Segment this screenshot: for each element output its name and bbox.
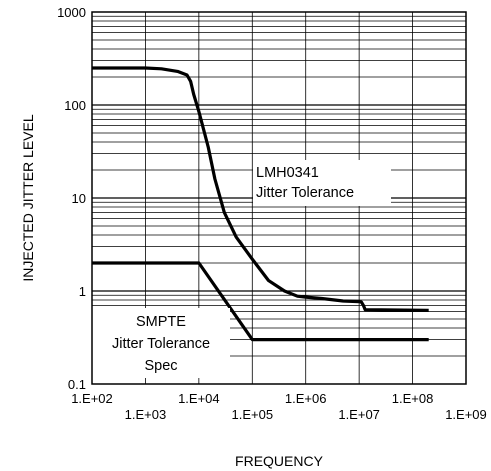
x-tick-labels: 1.E+02 1.E+03 1.E+04 1.E+05 1.E+06 1.E+07 1.E+… xyxy=(71,391,487,422)
y-tick-label: 10 xyxy=(72,191,86,206)
annotation-text: SMPTE xyxy=(136,314,186,330)
annotation-box xyxy=(92,308,230,378)
y-tick-labels: 0.1 1 10 100 1000 xyxy=(57,5,86,392)
annotation-text: Jitter Tolerance xyxy=(256,185,354,201)
x-tick-label: 1.E+04 xyxy=(178,391,220,406)
y-tick-label: 100 xyxy=(64,98,86,113)
y-tick-label: 1 xyxy=(79,284,86,299)
x-tick-label: 1.E+07 xyxy=(338,407,380,422)
annotation-text: Spec xyxy=(144,358,177,374)
x-tick-label: 1.E+09 xyxy=(445,407,487,422)
plot-frame xyxy=(91,11,467,385)
annotation-text: LMH0341 xyxy=(256,165,319,181)
annotation-text: Jitter Tolerance xyxy=(112,336,210,352)
annotation-box xyxy=(253,160,391,206)
series-line-1 xyxy=(92,66,429,312)
x-tick-label: 1.E+06 xyxy=(285,391,327,406)
y-tick-label: 0.1 xyxy=(68,377,86,392)
x-tick-label: 1.E+03 xyxy=(125,407,167,422)
y-axis-label: INJECTED JITTER LEVEL xyxy=(20,114,36,281)
x-tick-label: 1.E+05 xyxy=(231,407,273,422)
series-line-2 xyxy=(92,261,429,342)
x-tick-label: 1.E+02 xyxy=(71,391,113,406)
x-tick-label: 1.E+08 xyxy=(392,391,434,406)
annotations: LMH0341 Jitter Tolerance SMPTE Jitter Toler… xyxy=(92,160,391,378)
series-lines xyxy=(92,66,429,342)
x-axis-label: FREQUENCY xyxy=(235,453,324,469)
y-tick-label: 1000 xyxy=(57,5,86,20)
